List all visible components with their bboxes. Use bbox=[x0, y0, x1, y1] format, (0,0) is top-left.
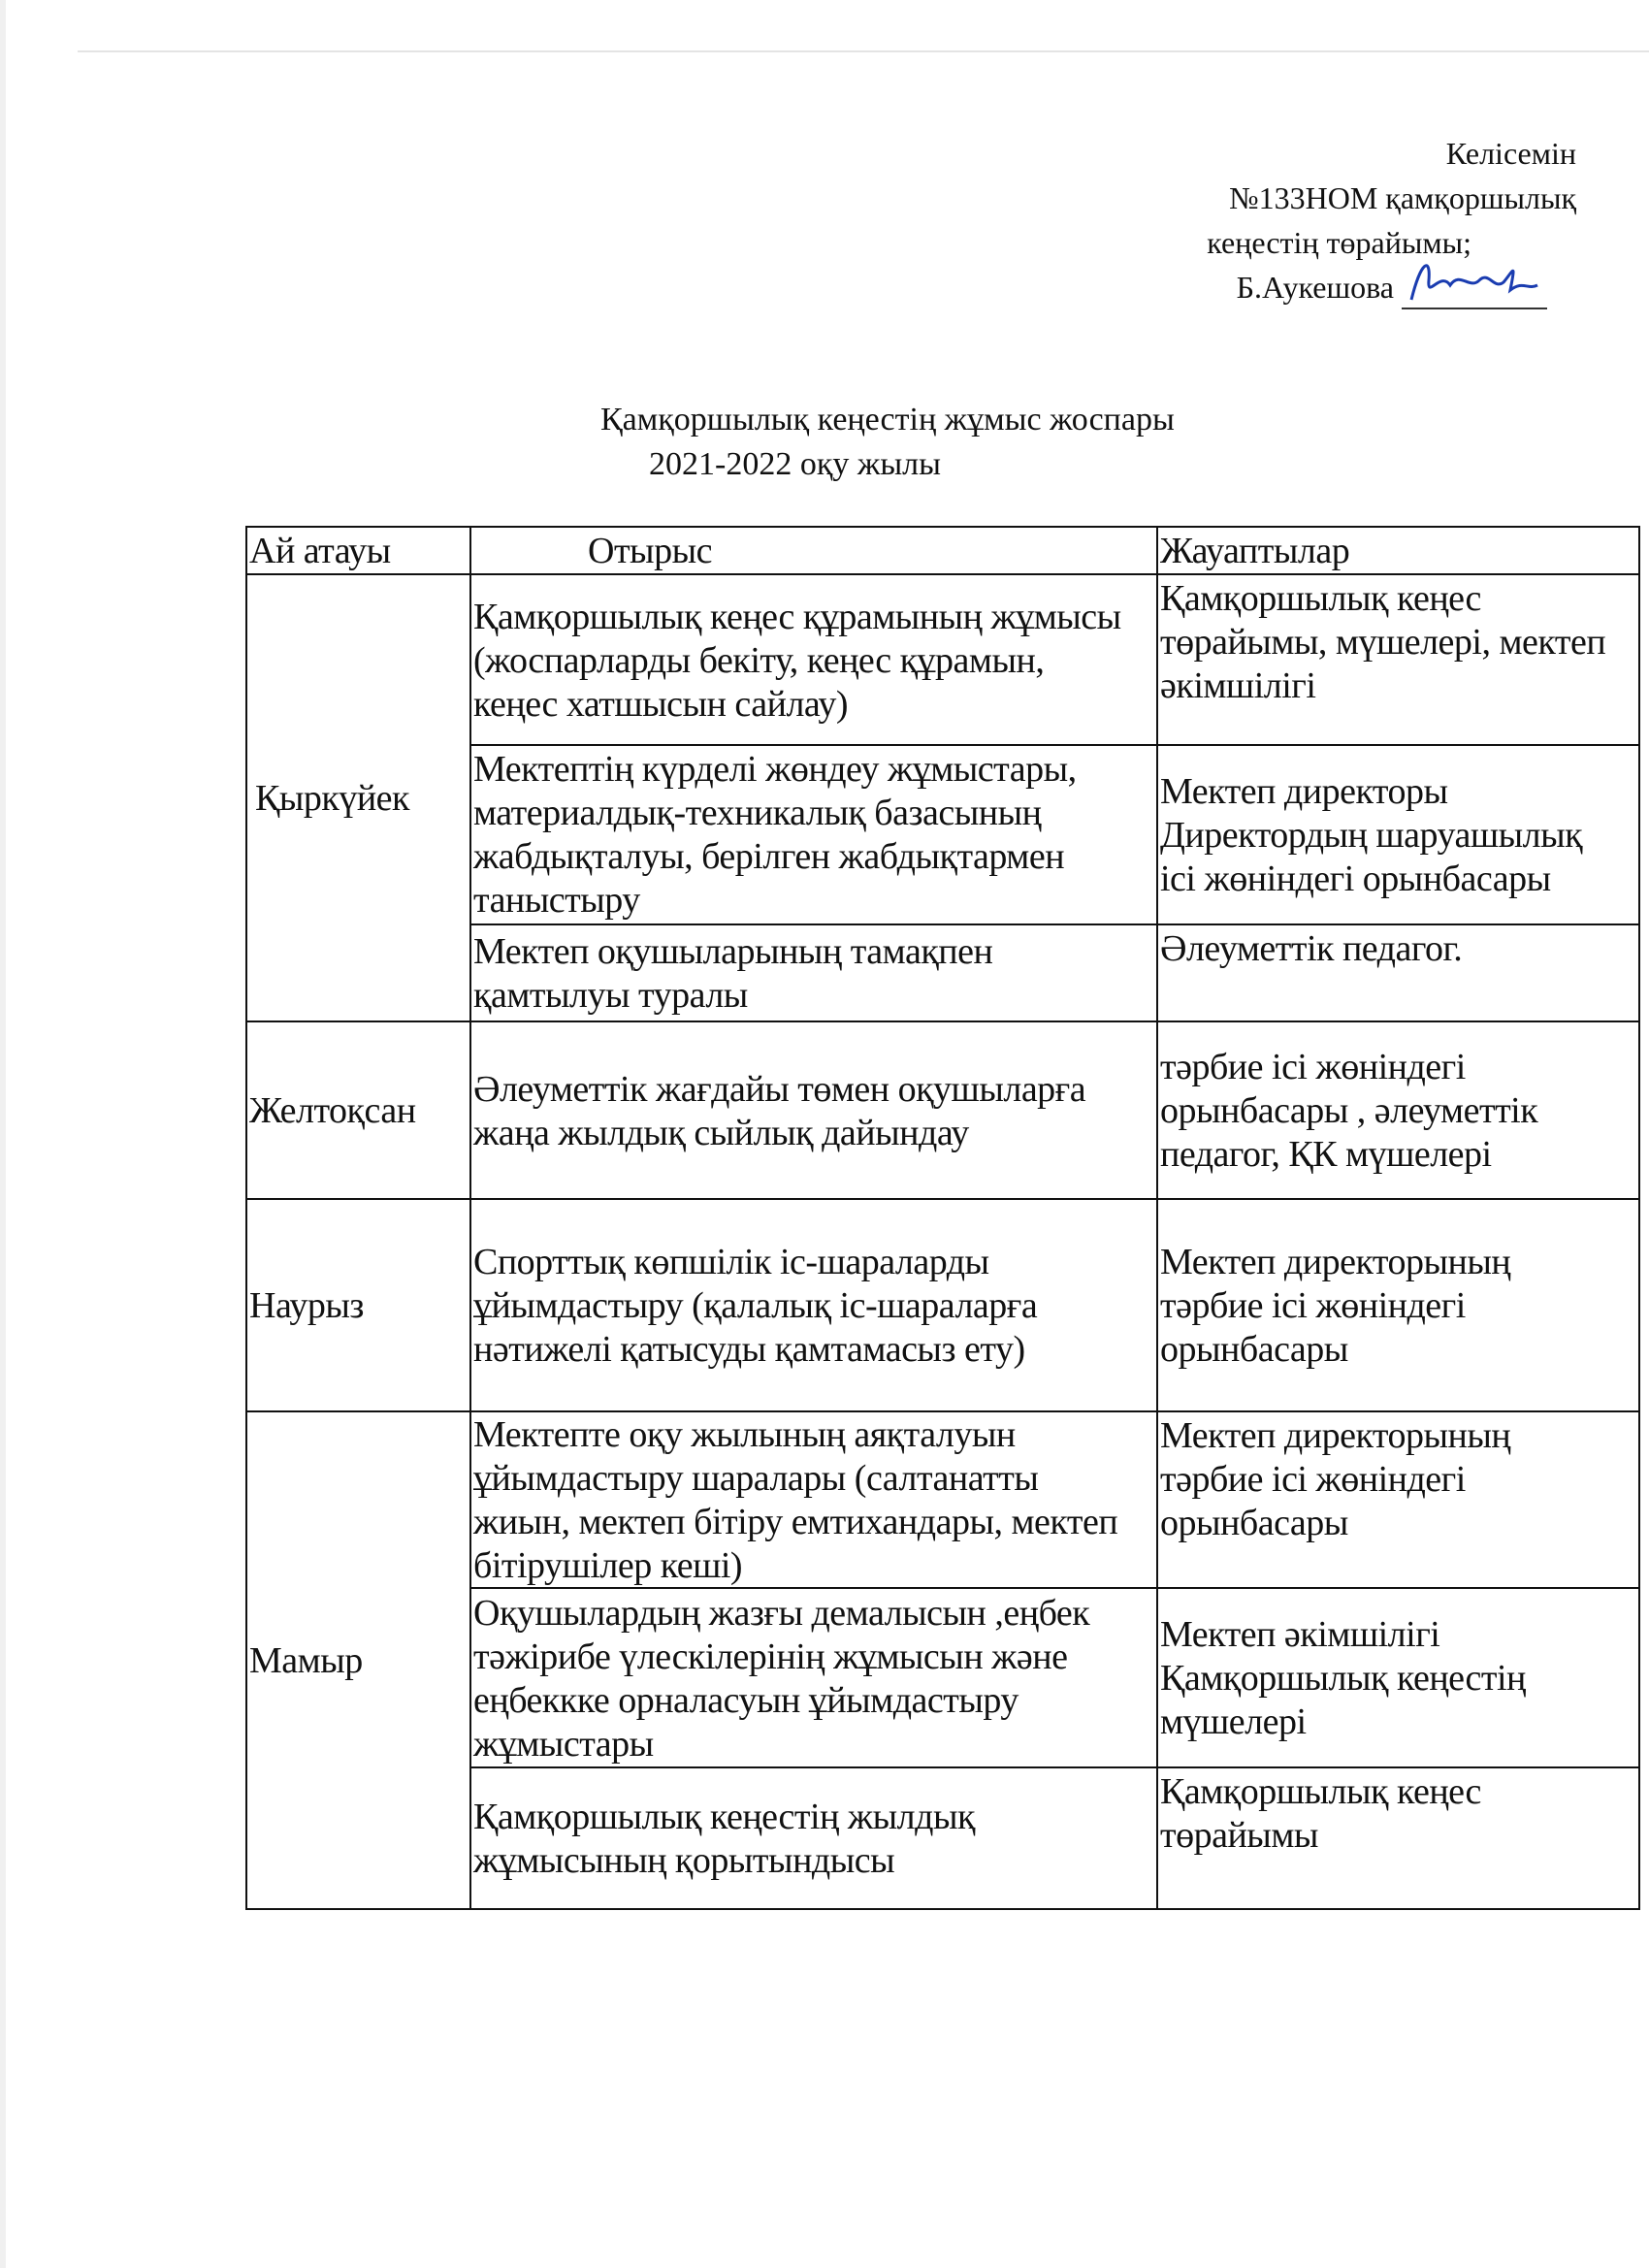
responsible-text-line: төрайымы, мүшелері, мектеп bbox=[1160, 622, 1606, 663]
meeting-cell: Әлеуметтік жағдайы төмен оқушыларға жаңа … bbox=[469, 1021, 1158, 1200]
meeting-text-line: Қамқоршылық кеңес құрамының жұмысы bbox=[473, 596, 1121, 637]
month-label: Желтоқсан bbox=[249, 1090, 416, 1131]
month-cell: Желтоқсан bbox=[245, 1021, 471, 1200]
approval-block: Келісемін №133НОМ қамқоршылық кеңестің т… bbox=[1207, 131, 1576, 309]
meeting-text-line: Оқушылардың жазғы демалысын ,еңбек bbox=[473, 1592, 1090, 1634]
meeting-cell: Қамқоршылық кеңес құрамының жұмысы (жоспа… bbox=[469, 573, 1158, 746]
responsible-text-line: Қамқоршылық кеңес bbox=[1160, 578, 1481, 619]
meeting-text-line: жиын, мектеп бітіру емтихандары, мектеп bbox=[473, 1502, 1118, 1542]
meeting-text-line: ұйымдастыру (қалалық іс-шараларға bbox=[473, 1285, 1038, 1326]
meeting-cell: Мектептің күрделі жөндеу жұмыстары, матер… bbox=[469, 744, 1158, 925]
meeting-text-line: жұмысының қорытындысы bbox=[473, 1840, 895, 1881]
responsible-text-line: Мектеп әкімшілігі bbox=[1160, 1614, 1440, 1655]
month-label: Мамыр bbox=[249, 1640, 363, 1681]
responsible-cell: Мектеп әкімшілігі Қамқоршылық кеңестің мүш… bbox=[1156, 1587, 1640, 1768]
approval-signer-row: Б.Аукешова bbox=[1207, 264, 1576, 309]
responsible-text-line: тәрбие ісі жөніндегі bbox=[1160, 1047, 1466, 1087]
meeting-cell: Қамқоршылық кеңестің жылдық жұмысының қор… bbox=[469, 1766, 1158, 1910]
meeting-text-line: Қамқоршылық кеңестің жылдық bbox=[473, 1797, 975, 1837]
meeting-text-line: (жоспарларды бекіту, кеңес құрамын, bbox=[473, 639, 1045, 681]
responsible-text-line: Директордың шаруашылық bbox=[1160, 815, 1583, 856]
responsible-text-line: орынбасары bbox=[1160, 1503, 1348, 1543]
meeting-text-line: кеңес хатшысын сайлау) bbox=[473, 683, 849, 725]
approval-role: кеңестің төрайымы; bbox=[1207, 225, 1471, 260]
responsible-text-line: Мектеп директоры bbox=[1160, 771, 1448, 812]
responsible-cell: Мектеп директорының тәрбие ісі жөніндегі о… bbox=[1156, 1198, 1640, 1412]
meeting-text-line: нәтижелі қатысуды қамтамасыз ету) bbox=[473, 1329, 1025, 1370]
scan-line bbox=[78, 50, 1649, 52]
responsible-text-line: Қамқоршылық кеңестің bbox=[1160, 1658, 1526, 1699]
responsible-text-line: педагог, ҚК мүшелері bbox=[1160, 1134, 1492, 1175]
title-main: Қамқоршылық кеңестің жұмыс жоспары bbox=[600, 402, 1175, 437]
header-meeting: Отырыс bbox=[469, 526, 1158, 575]
meeting-text-line: бітірушілер кеші) bbox=[473, 1545, 743, 1586]
header-month-label: Ай атауы bbox=[249, 531, 391, 571]
responsible-text-line: тәрбие ісі жөніндегі bbox=[1160, 1285, 1466, 1326]
month-cell: Мамыр bbox=[245, 1410, 471, 1910]
responsible-text-line: төрайымы bbox=[1160, 1815, 1318, 1856]
meeting-cell: Спорттық көпшілік іс-шараларды ұйымдастыр… bbox=[469, 1198, 1158, 1412]
meeting-text-line: материалдық-техникалық базасының bbox=[473, 793, 1042, 833]
header-responsible: Жауаптылар bbox=[1156, 526, 1640, 575]
signature-line bbox=[1402, 264, 1547, 309]
meeting-text-line: Мектепте оқу жылының аяқталуын bbox=[473, 1414, 1016, 1455]
responsible-text-line: тәрбие ісі жөніндегі bbox=[1160, 1459, 1466, 1500]
meeting-text-line: Мектеп оқушыларының тамақпен bbox=[473, 931, 993, 972]
responsible-text-line: Әлеуметтік педагог. bbox=[1160, 928, 1463, 969]
approval-heading: Келісемін bbox=[1445, 136, 1576, 171]
header-responsible-label: Жауаптылар bbox=[1160, 531, 1350, 571]
meeting-text-line: жабдықталуы, берілген жабдықтармен bbox=[473, 836, 1065, 877]
month-cell: Наурыз bbox=[245, 1198, 471, 1412]
signature-icon bbox=[1409, 264, 1538, 301]
meeting-text-line: ұйымдастыру шаралары (салтанатты bbox=[473, 1458, 1039, 1499]
month-cell: Қыркүйек bbox=[245, 573, 471, 1022]
approval-signer: Б.Аукешова bbox=[1236, 270, 1394, 305]
month-label: Наурыз bbox=[249, 1285, 364, 1326]
responsible-cell: Қамқоршылық кеңес төрайымы, мүшелері, мек… bbox=[1156, 573, 1640, 746]
header-month: Ай атауы bbox=[245, 526, 471, 575]
responsible-text-line: Мектеп директорының bbox=[1160, 1415, 1511, 1456]
meeting-text-line: Мектептің күрделі жөндеу жұмыстары, bbox=[473, 749, 1077, 790]
meeting-text-line: Спорттық көпшілік іс-шараларды bbox=[473, 1242, 989, 1282]
meeting-text-line: еңбеккке орналасуын ұйымдастыру bbox=[473, 1679, 1018, 1721]
scan-edge bbox=[0, 0, 6, 2268]
meeting-cell: Оқушылардың жазғы демалысын ,еңбек тәжіри… bbox=[469, 1587, 1158, 1768]
responsible-cell: Әлеуметтік педагог. bbox=[1156, 923, 1640, 1022]
meeting-text-line: таныстыру bbox=[473, 880, 640, 921]
meeting-text-line: жұмыстары bbox=[473, 1723, 654, 1765]
approval-org: №133НОМ қамқоршылық bbox=[1229, 180, 1576, 215]
title-year: 2021-2022 оқу жылы bbox=[649, 446, 941, 482]
responsible-text-line: орынбасары bbox=[1160, 1329, 1348, 1370]
meeting-text-line: қамтылуы туралы bbox=[473, 975, 748, 1016]
meeting-text-line: жаңа жылдық сыйлық дайындау bbox=[473, 1112, 969, 1153]
meeting-text-line: тәжірибе үлескілерінің жұмысын және bbox=[473, 1636, 1068, 1677]
header-meeting-label: Отырыс bbox=[588, 531, 712, 571]
month-label: Қыркүйек bbox=[255, 778, 410, 819]
responsible-cell: Мектеп директорының тәрбие ісі жөніндегі о… bbox=[1156, 1410, 1640, 1589]
responsible-text-line: ісі жөніндегі орынбасары bbox=[1160, 859, 1551, 899]
responsible-text-line: мүшелері bbox=[1160, 1701, 1307, 1742]
meeting-text-line: Әлеуметтік жағдайы төмен оқушыларға bbox=[473, 1068, 1086, 1110]
meeting-cell: Мектеп оқушыларының тамақпен қамтылуы тур… bbox=[469, 923, 1158, 1022]
responsible-cell: тәрбие ісі жөніндегі орынбасары , әлеумет… bbox=[1156, 1021, 1640, 1200]
document-title: Қамқоршылық кеңестің жұмыс жоспары 2021-… bbox=[600, 398, 1175, 487]
responsible-text-line: Қамқоршылық кеңес bbox=[1160, 1771, 1481, 1812]
responsible-text-line: орынбасары , әлеуметтік bbox=[1160, 1090, 1538, 1131]
meeting-cell: Мектепте оқу жылының аяқталуын ұйымдастыр… bbox=[469, 1410, 1158, 1589]
responsible-cell: Қамқоршылық кеңес төрайымы bbox=[1156, 1766, 1640, 1910]
responsible-text-line: әкімшілігі bbox=[1160, 665, 1316, 706]
responsible-cell: Мектеп директоры Директордың шаруашылық іс… bbox=[1156, 744, 1640, 925]
responsible-text-line: Мектеп директорының bbox=[1160, 1242, 1511, 1282]
